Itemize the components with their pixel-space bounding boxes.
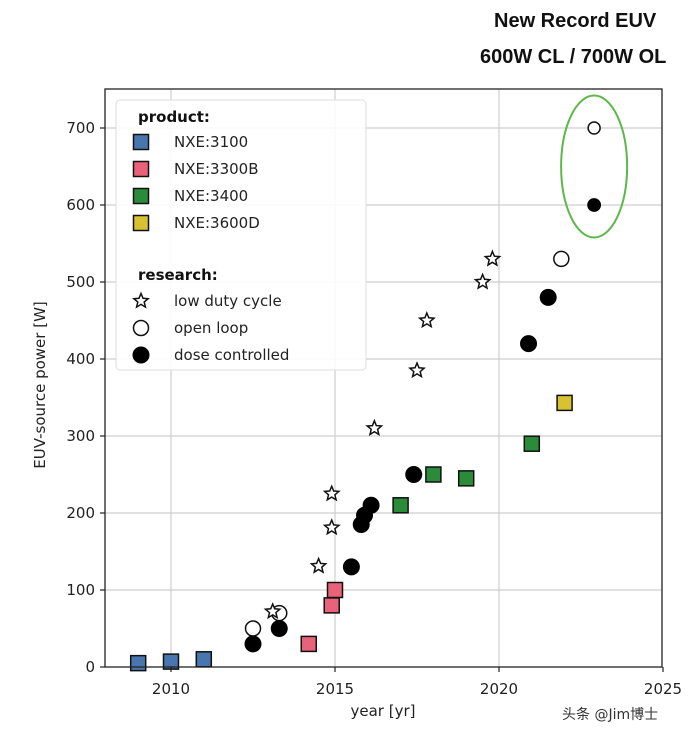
legend-label: NXE:3600D <box>174 214 260 232</box>
data-point-low-duty-cycle <box>473 272 492 290</box>
y-tick-label: 400 <box>66 350 95 368</box>
legend-marker-low-duty-cycle <box>132 291 150 309</box>
data-points <box>129 121 602 672</box>
y-axis-label: EUV-source power [W] <box>31 301 49 469</box>
legend-label: NXE:3300B <box>174 160 259 178</box>
data-point-dose-controlled <box>342 558 360 576</box>
data-point-low-duty-cycle <box>263 602 282 620</box>
data-point-low-duty-cycle <box>417 311 436 329</box>
data-point-nxe-3100 <box>195 651 213 668</box>
x-axis-label: year [yr] <box>351 702 416 720</box>
data-point-dose-controlled <box>244 635 262 653</box>
legend-marker-open-loop <box>132 319 150 337</box>
y-tick-label: 500 <box>66 273 95 291</box>
watermark: 头条 @Jim博士 <box>562 707 659 723</box>
data-point-dose-controlled <box>520 335 538 353</box>
y-tick-label: 300 <box>66 427 95 445</box>
y-tick-label: 200 <box>66 504 95 522</box>
axis-ticks: 2010 2015 2020 2025 0 100 200 300 400 500 600 700 <box>66 119 682 698</box>
data-point-dose-controlled <box>362 496 380 514</box>
legend-marker-nxe-3100 <box>132 133 150 151</box>
y-tick-label: 0 <box>85 658 95 676</box>
data-point-low-duty-cycle <box>408 361 426 379</box>
data-point-nxe-3300b <box>323 597 340 614</box>
data-point-dose-controlled <box>587 198 602 212</box>
headline-power: 600W CL / 700W OL <box>480 46 667 68</box>
legend-label: dose controlled <box>174 346 289 364</box>
plot-frame <box>104 88 663 668</box>
data-point-nxe-3100 <box>129 654 147 672</box>
data-point-dose-controlled <box>405 466 423 483</box>
legend-marker-nxe-3400 <box>132 187 150 205</box>
data-point-open-loop <box>553 250 570 268</box>
x-tick-label: 2025 <box>644 680 682 698</box>
data-point-low-duty-cycle <box>365 418 384 436</box>
data-point-dose-controlled <box>539 288 557 306</box>
data-point-nxe-3400 <box>523 435 541 452</box>
data-point-nxe-3300b <box>326 581 344 599</box>
data-point-open-loop <box>244 620 262 637</box>
legend-marker-nxe-3600d <box>132 214 150 232</box>
data-point-low-duty-cycle <box>483 249 502 267</box>
data-point-open-loop <box>587 121 601 135</box>
data-point-low-duty-cycle <box>309 556 328 574</box>
data-point-low-duty-cycle <box>322 484 341 502</box>
legend-label: low duty cycle <box>174 292 282 310</box>
legend-title-product: product: <box>138 108 210 126</box>
legend-title-research: research: <box>138 266 218 284</box>
x-tick-label: 2010 <box>152 680 190 698</box>
y-tick-label: 100 <box>66 581 95 599</box>
data-point-low-duty-cycle <box>322 518 341 536</box>
data-point-dose-controlled <box>270 620 288 637</box>
headline-record: New Record EUV <box>494 10 657 32</box>
highlight-ellipse <box>560 94 629 239</box>
data-point-nxe-3600d <box>556 394 573 412</box>
data-point-nxe-3400 <box>425 466 442 483</box>
data-point-nxe-3400 <box>392 497 409 514</box>
highlight-ellipse <box>560 94 629 239</box>
x-tick-label: 2015 <box>316 680 354 698</box>
legend-marker-dose-controlled <box>132 346 150 364</box>
legend-label: open loop <box>174 319 248 337</box>
legend-label: NXE:3400 <box>174 187 248 205</box>
data-point-nxe-3400 <box>457 470 475 487</box>
legend-box <box>115 99 367 371</box>
x-tick-label: 2020 <box>480 680 518 698</box>
y-tick-label: 700 <box>66 119 95 137</box>
y-tick-label: 600 <box>66 196 95 214</box>
legend-label: NXE:3100 <box>174 133 248 151</box>
data-point-nxe-3300b <box>300 635 318 653</box>
legend: product: NXE:3100 NXE:3300B NXE:3400 NXE:360… <box>115 99 367 371</box>
legend-marker-nxe-3300b <box>132 160 150 178</box>
